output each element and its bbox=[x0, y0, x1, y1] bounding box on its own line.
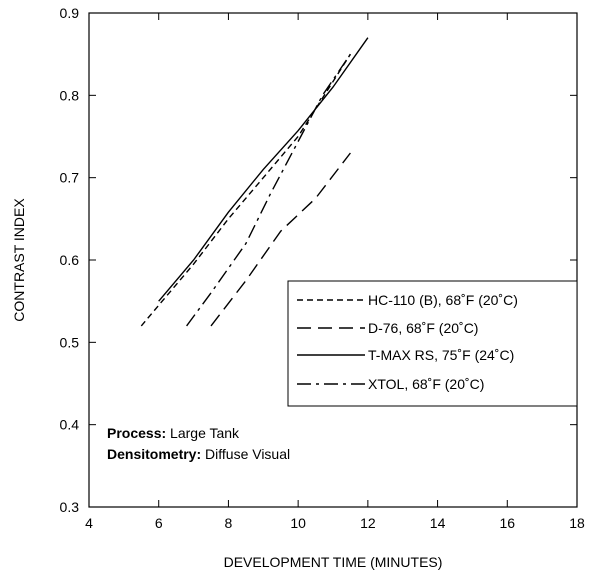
y-tick-label: 0.6 bbox=[60, 252, 80, 268]
series-line-0 bbox=[140, 53, 351, 327]
annotation-densitometry-label: Densitometry: bbox=[107, 446, 201, 462]
x-tick-label: 6 bbox=[155, 515, 163, 531]
plot-area bbox=[88, 12, 578, 508]
legend-label: D-76, 68˚F (20˚C) bbox=[368, 320, 478, 336]
x-tick-label: 16 bbox=[499, 515, 515, 531]
y-tick-label: 0.9 bbox=[60, 5, 80, 21]
legend-label: T-MAX RS, 75˚F (24˚C) bbox=[368, 347, 514, 363]
x-tick-label: 18 bbox=[569, 515, 585, 531]
y-tick-label: 0.3 bbox=[60, 499, 80, 515]
series-lines bbox=[140, 37, 369, 327]
x-tick-label: 4 bbox=[85, 515, 93, 531]
annotation-densitometry-value: Diffuse Visual bbox=[201, 446, 290, 462]
x-tick-label: 12 bbox=[360, 515, 376, 531]
series-line-2 bbox=[158, 37, 369, 302]
annotation-process-label: Process: bbox=[107, 425, 166, 441]
y-tick-label: 0.8 bbox=[60, 87, 80, 103]
annotation-process-value: Large Tank bbox=[166, 425, 240, 441]
legend: HC-110 (B), 68˚F (20˚C) D-76, 68˚F (20˚C)… bbox=[287, 280, 578, 407]
series-line-3 bbox=[186, 53, 351, 327]
x-tick-label: 14 bbox=[430, 515, 446, 531]
x-axis-label: DEVELOPMENT TIME (MINUTES) bbox=[224, 554, 443, 570]
y-tick-label: 0.4 bbox=[60, 417, 80, 433]
x-tick-labels: 4 6 8 10 12 14 16 18 bbox=[85, 515, 585, 531]
y-tick-label: 0.7 bbox=[60, 170, 80, 186]
x-tick-label: 10 bbox=[290, 515, 306, 531]
x-tick-label: 8 bbox=[225, 515, 233, 531]
legend-items: HC-110 (B), 68˚F (20˚C) D-76, 68˚F (20˚C)… bbox=[297, 292, 518, 392]
y-tick-labels: 0.3 0.4 0.5 0.6 0.7 0.8 0.9 bbox=[60, 5, 80, 515]
axis-ticks bbox=[88, 12, 578, 508]
annotation-densitometry: Densitometry: Diffuse Visual bbox=[107, 446, 290, 462]
legend-box bbox=[287, 280, 578, 407]
y-axis-label: CONTRAST INDEX bbox=[11, 198, 27, 322]
annotation-process: Process: Large Tank bbox=[107, 425, 240, 441]
series-line-1 bbox=[210, 152, 351, 327]
legend-label: HC-110 (B), 68˚F (20˚C) bbox=[368, 292, 518, 308]
annotation: Process: Large Tank Densitometry: Diffus… bbox=[107, 425, 290, 462]
legend-label: XTOL, 68˚F (20˚C) bbox=[368, 376, 484, 392]
y-tick-label: 0.5 bbox=[60, 334, 80, 350]
